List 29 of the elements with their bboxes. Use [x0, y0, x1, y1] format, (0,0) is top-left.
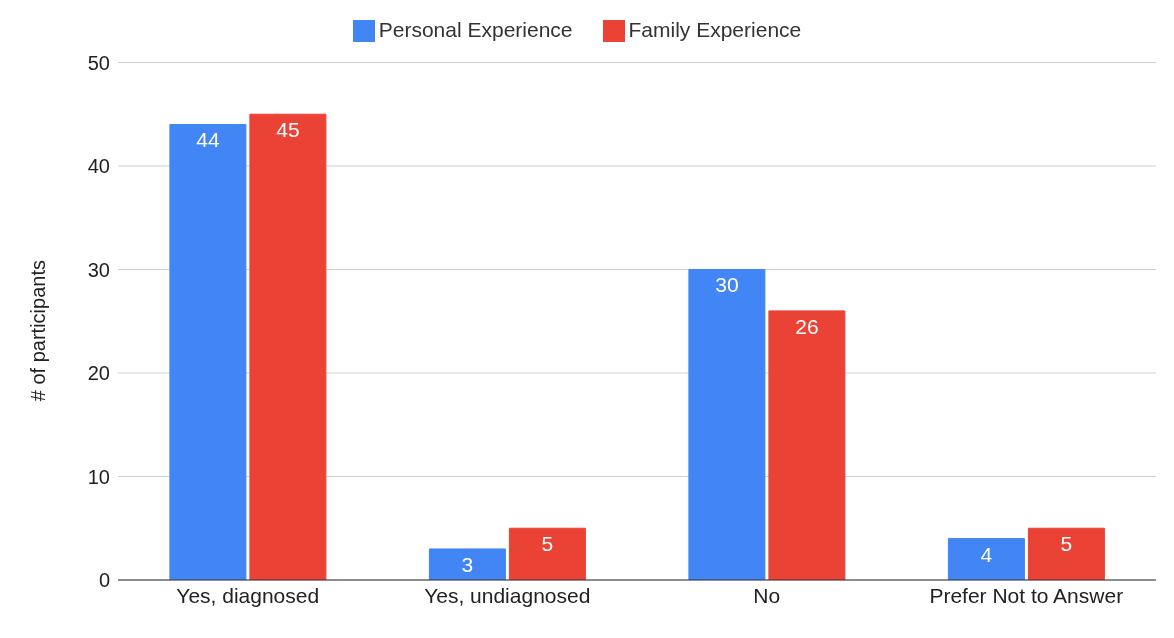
bar — [169, 124, 247, 580]
bar — [428, 548, 506, 580]
data-label: 44 — [196, 128, 220, 152]
data-label: 5 — [1060, 532, 1073, 556]
y-tick-label: 20 — [87, 362, 110, 385]
x-tick-label: Yes, undiagnosed — [424, 583, 591, 607]
y-tick-label: 40 — [87, 155, 110, 178]
x-tick-label: Prefer Not to Answer — [929, 583, 1124, 607]
x-tick-label: No — [753, 583, 781, 607]
data-label: 3 — [461, 552, 474, 576]
bar — [947, 538, 1025, 580]
x-tick-label: Yes, diagnosed — [176, 583, 320, 607]
data-label: 5 — [541, 532, 554, 556]
data-label: 26 — [795, 314, 819, 338]
bar — [768, 310, 846, 580]
y-tick-label: 0 — [98, 569, 110, 592]
legend-label: Family Experience — [628, 18, 802, 41]
bar — [688, 268, 766, 580]
bar — [249, 113, 327, 580]
bar — [508, 527, 586, 580]
data-label: 4 — [980, 542, 993, 566]
legend-label: Personal Experience — [378, 18, 573, 41]
y-tick-label: 30 — [87, 258, 110, 281]
y-tick-label: 10 — [87, 465, 110, 488]
data-label: 30 — [715, 273, 739, 297]
bar — [1027, 527, 1105, 580]
y-axis-title: # of participants — [27, 260, 50, 402]
data-label: 45 — [276, 118, 300, 142]
y-tick-label: 50 — [87, 51, 110, 74]
